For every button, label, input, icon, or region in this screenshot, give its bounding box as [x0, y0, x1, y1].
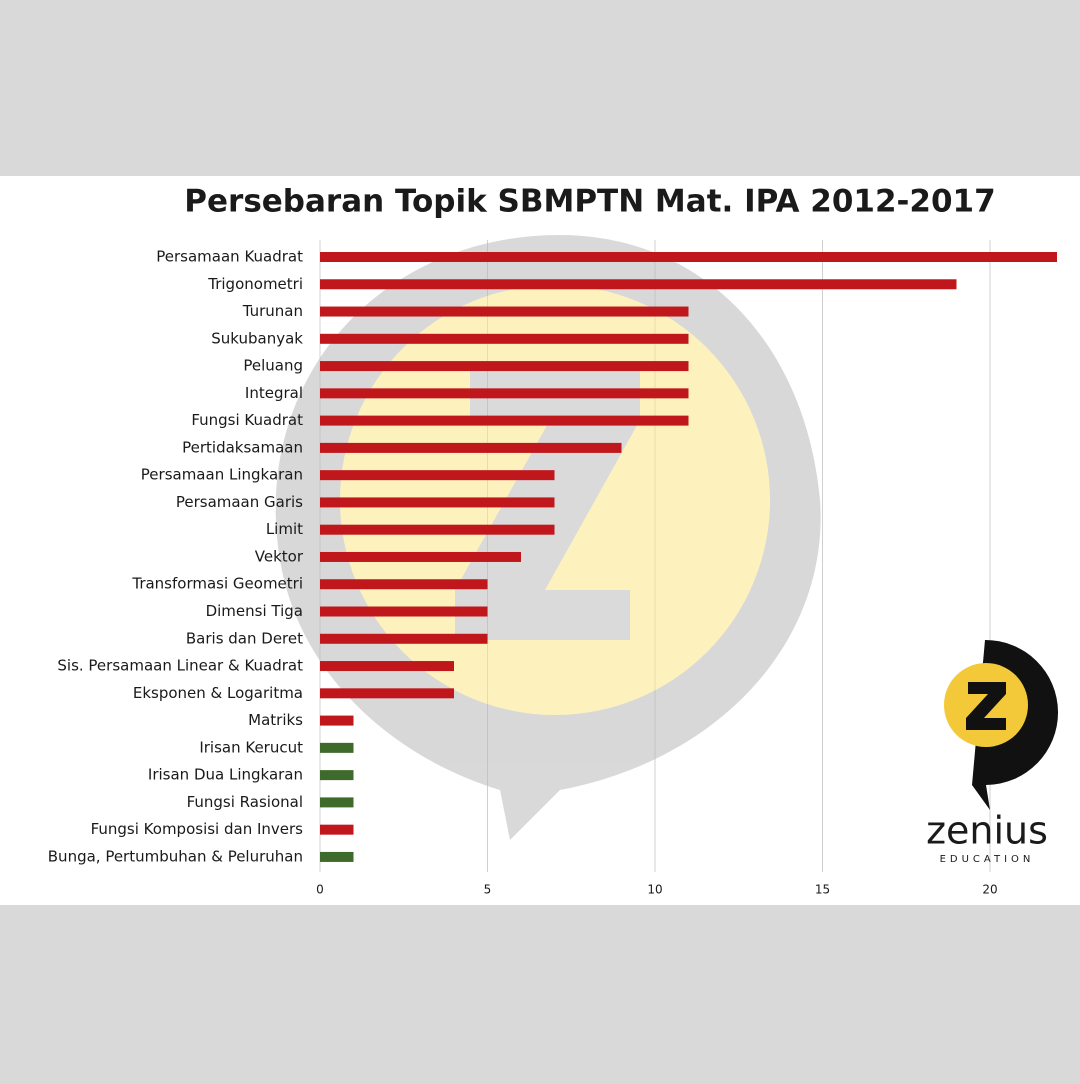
- y-tick-label: Persamaan Kuadrat: [156, 248, 303, 266]
- y-tick-label: Pertidaksamaan: [182, 438, 303, 456]
- bar: [320, 497, 555, 508]
- logo-z: [966, 682, 1006, 730]
- y-tick-label: Eksponen & Logaritma: [133, 684, 303, 702]
- y-tick-label: Turunan: [242, 302, 303, 320]
- y-tick-label: Integral: [245, 384, 303, 402]
- x-tick-label: 10: [647, 883, 662, 897]
- y-tick-label: Fungsi Kuadrat: [191, 411, 303, 429]
- x-tick-label: 15: [815, 883, 830, 897]
- bar: [320, 442, 622, 453]
- bar: [320, 633, 488, 644]
- y-tick-label: Irisan Dua Lingkaran: [148, 766, 303, 784]
- y-tick-label: Dimensi Tiga: [206, 602, 303, 620]
- bar: [320, 524, 555, 535]
- y-tick-label: Persamaan Garis: [176, 493, 303, 511]
- bar: [320, 661, 454, 672]
- y-tick-label: Sis. Persamaan Linear & Kuadrat: [57, 657, 303, 675]
- y-tick-label: Fungsi Komposisi dan Invers: [91, 820, 304, 838]
- y-tick-label: Bunga, Pertumbuhan & Peluruhan: [48, 847, 303, 865]
- y-tick-label: Baris dan Deret: [186, 629, 303, 647]
- logo-tagline: EDUCATION: [940, 854, 1035, 865]
- y-tick-label: Sukubanyak: [211, 329, 303, 347]
- bar: [320, 579, 488, 590]
- bar: [320, 797, 354, 808]
- bar: [320, 715, 354, 726]
- y-tick-label: Limit: [266, 520, 303, 538]
- y-tick-label: Transformasi Geometri: [131, 575, 303, 593]
- bar: [320, 279, 957, 290]
- bar: [320, 415, 689, 426]
- y-tick-label: Vektor: [255, 547, 304, 565]
- bar: [320, 333, 689, 344]
- bar: [320, 606, 488, 617]
- x-tick-label: 20: [982, 883, 997, 897]
- bar: [320, 851, 354, 862]
- logo: zenius EDUCATION: [926, 639, 1059, 865]
- bar: [320, 770, 354, 781]
- bar: [320, 742, 354, 753]
- chart-title: Persebaran Topik SBMPTN Mat. IPA 2012-20…: [184, 184, 995, 220]
- logo-name: zenius: [926, 809, 1048, 853]
- bar: [320, 824, 354, 835]
- bar: [320, 252, 1057, 262]
- y-tick-label: Peluang: [243, 357, 303, 375]
- y-tick-label: Persamaan Lingkaran: [141, 466, 303, 484]
- bar: [320, 306, 689, 317]
- bar: [320, 361, 689, 372]
- y-tick-label: Trigonometri: [207, 275, 303, 293]
- x-tick-label: 5: [484, 883, 492, 897]
- x-tick-label: 0: [316, 883, 324, 897]
- bar: [320, 688, 454, 699]
- bar: [320, 470, 555, 481]
- y-tick-label: Matriks: [248, 711, 303, 729]
- y-tick-label: Fungsi Rasional: [187, 793, 303, 811]
- bar: [320, 388, 689, 399]
- y-tick-label: Irisan Kerucut: [199, 738, 303, 756]
- bar: [320, 551, 521, 562]
